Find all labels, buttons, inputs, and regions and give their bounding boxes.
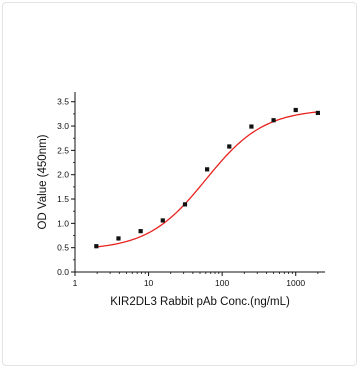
data-point bbox=[160, 218, 165, 223]
fit-curve bbox=[96, 111, 318, 248]
x-tick-label: 100 bbox=[215, 278, 229, 288]
x-tick-label: 1 bbox=[73, 278, 78, 288]
y-axis-title: OD Value (450nm) bbox=[37, 134, 49, 229]
x-tick-label: 1000 bbox=[286, 278, 305, 288]
data-point bbox=[227, 144, 232, 149]
data-point bbox=[116, 236, 121, 241]
y-tick-label: 3.5 bbox=[57, 97, 69, 107]
x-axis-title: KIR2DL3 Rabbit pAb Conc.(ng/mL) bbox=[110, 296, 290, 308]
data-point bbox=[205, 167, 210, 172]
y-tick-label: 3.0 bbox=[57, 121, 69, 131]
x-tick-label: 10 bbox=[144, 278, 154, 288]
data-points-layer bbox=[94, 107, 320, 249]
y-tick-label: 2.0 bbox=[57, 170, 69, 180]
x-ticks: 1 10 100 1000 bbox=[73, 272, 319, 288]
y-tick-label: 1.5 bbox=[57, 194, 69, 204]
y-tick-label: 1.0 bbox=[57, 218, 69, 228]
y-tick-label: 2.5 bbox=[57, 145, 69, 155]
data-point bbox=[293, 107, 298, 113]
data-point bbox=[271, 118, 276, 123]
data-point bbox=[315, 110, 320, 116]
chart-card bbox=[2, 2, 357, 366]
y-tick-label: 0.5 bbox=[57, 243, 69, 253]
fit-curve-layer bbox=[96, 111, 318, 248]
data-point bbox=[94, 244, 99, 249]
y-tick-label: 0.0 bbox=[57, 267, 69, 277]
data-point bbox=[138, 229, 143, 234]
y-ticks: 0.0 0.5 1.0 1.5 2.0 2.5 3.0 3.5 bbox=[57, 97, 75, 277]
data-point bbox=[249, 124, 254, 129]
data-point bbox=[182, 202, 188, 207]
